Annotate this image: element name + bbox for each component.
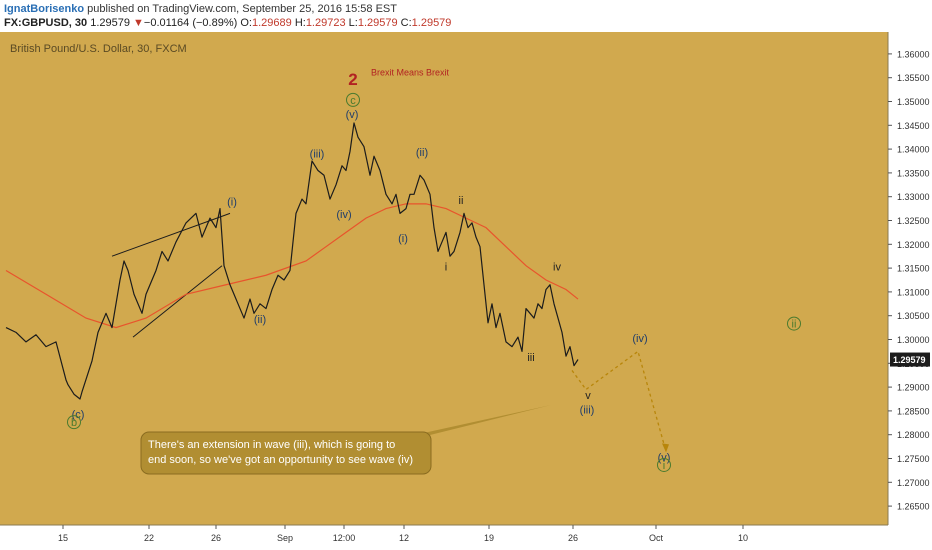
wedge-lower-line [132,265,223,338]
wave-label: (i) [398,233,408,245]
y-tick-label: 1.30000 [897,335,930,345]
y-tick-label: 1.33000 [897,192,930,202]
wave-label-circle [346,92,360,107]
author-link[interactable]: IgnatBorisenko [4,3,85,15]
annotation-text: Brexit Means Brexit [371,67,450,77]
callout-box[interactable]: There's an extension in wave (iii), whic… [140,405,551,475]
close-value: 1.29579 [411,17,452,29]
wave-label: c [350,95,356,107]
price-series [5,122,579,400]
price-change: −0.01164 (−0.89%) [143,17,238,29]
wave-label: ii [459,195,464,207]
high-label: H: [294,17,306,29]
wave-label-circle [657,457,671,472]
close-label: C: [400,17,412,29]
x-tick-label: 12 [399,533,409,543]
last-price: 1.29579 [90,17,130,29]
y-tick-label: 1.31500 [897,264,930,274]
callout-background [140,431,432,475]
callout-line-1: There's an extension in wave (iii), whic… [148,439,395,451]
wave-label: (ii) [416,147,428,159]
wave-label: (ii) [254,314,266,326]
y-tick-label: 1.26500 [897,502,930,512]
symbol-label: FX:GBPUSD, 30 [4,17,88,29]
last-price-tag: 1.29579 [890,352,930,367]
symbol-line: FX:GBPUSD, 30 1.29579 ▼−0.01164 (−0.89%)… [4,17,451,30]
x-tick-label: Oct [649,533,664,543]
projection-arrowhead [662,443,669,453]
wave-label-circle [67,415,81,430]
price-line [5,122,579,400]
x-tick-label: Sep [277,533,293,543]
wave-label: i [663,460,665,472]
chart-title: British Pound/U.S. Dollar, 30, FXCM [10,43,187,55]
moving-average [5,203,579,329]
x-tick-label: 12:00 [333,533,356,543]
y-tick-label: 1.29000 [897,383,930,393]
y-tick-label: 1.33500 [897,168,930,178]
wave-label: v [585,390,591,402]
wedge-upper-line [111,212,231,257]
y-tick-label: 1.28000 [897,430,930,440]
moving-average-line [5,203,579,329]
wave-label: iii [527,352,534,364]
last-price-tag-text: 1.29579 [893,355,926,365]
wave-label: ii [792,319,797,331]
price-axis[interactable]: 1.36000 1.35500 1.35000 1.34500 1.34000 1.335… [887,32,932,550]
time-axis-background [0,525,888,550]
y-tick-label: 1.35000 [897,97,930,107]
y-tick-label: 1.35500 [897,73,930,83]
price-axis-background [888,32,932,550]
publish-info: published on TradingView.com, September … [87,3,397,15]
publish-line: IgnatBorisenko published on TradingView.… [4,3,397,16]
wave-label: (i) [227,196,237,208]
wave-label: (iii) [580,404,595,416]
change-down-icon: ▼ [133,17,144,29]
x-tick-label: 15 [58,533,68,543]
plot-area[interactable] [0,32,888,525]
y-tick-label: 1.32500 [897,216,930,226]
wave-label: b [71,417,77,429]
y-tick-label: 1.32000 [897,240,930,250]
wave-label: (iv) [632,333,647,345]
wave-label: (c) [72,409,85,421]
wave-label-circle [787,316,801,331]
wave-label: i [445,261,447,273]
last-price-tag-background [890,352,930,367]
x-tick-label: 26 [211,533,221,543]
wave-label: iv [553,261,561,273]
y-tick-label: 1.28500 [897,406,930,416]
y-tick-label: 1.31000 [897,287,930,297]
open-label: O: [240,17,252,29]
y-tick-label: 1.36000 [897,49,930,59]
x-tick-label: 22 [144,533,154,543]
y-tick-label: 1.27500 [897,454,930,464]
low-value: 1.29579 [357,17,398,29]
time-axis[interactable]: 15 22 26 Sep 12:00 12 19 26 Oct 10 [0,524,888,550]
wave-label: 2 [348,70,357,89]
high-value: 1.29723 [305,17,346,29]
x-tick-label: 19 [484,533,494,543]
projection-line [571,350,667,452]
y-tick-label: 1.27000 [897,478,930,488]
callout-line-2: end soon, so we've got an opportunity to… [148,454,413,466]
wave-label: (iii) [310,149,325,161]
wave-labels: (c)b(i)(ii)(iii)(iv)(v)c2(ii)(i)iiiiiiiv… [67,67,801,472]
low-label: L: [348,17,358,29]
x-tick-label: 10 [738,533,748,543]
chart-header: IgnatBorisenko published on TradingView.… [0,0,932,32]
projection-path [571,350,669,453]
x-tick-label: 26 [568,533,578,543]
wave-label: (v) [658,452,671,464]
open-value: 1.29689 [251,17,292,29]
price-chart[interactable]: 1.36000 1.35500 1.35000 1.34500 1.34000 1.335… [0,32,932,550]
wave-label: (iv) [336,209,351,221]
y-tick-label: 1.30500 [897,311,930,321]
wedge-trendlines[interactable] [111,212,231,338]
y-tick-label: 1.34000 [897,145,930,155]
wave-label: (v) [346,109,359,121]
y-tick-label: 1.34500 [897,121,930,131]
callout-pointer [410,405,551,436]
